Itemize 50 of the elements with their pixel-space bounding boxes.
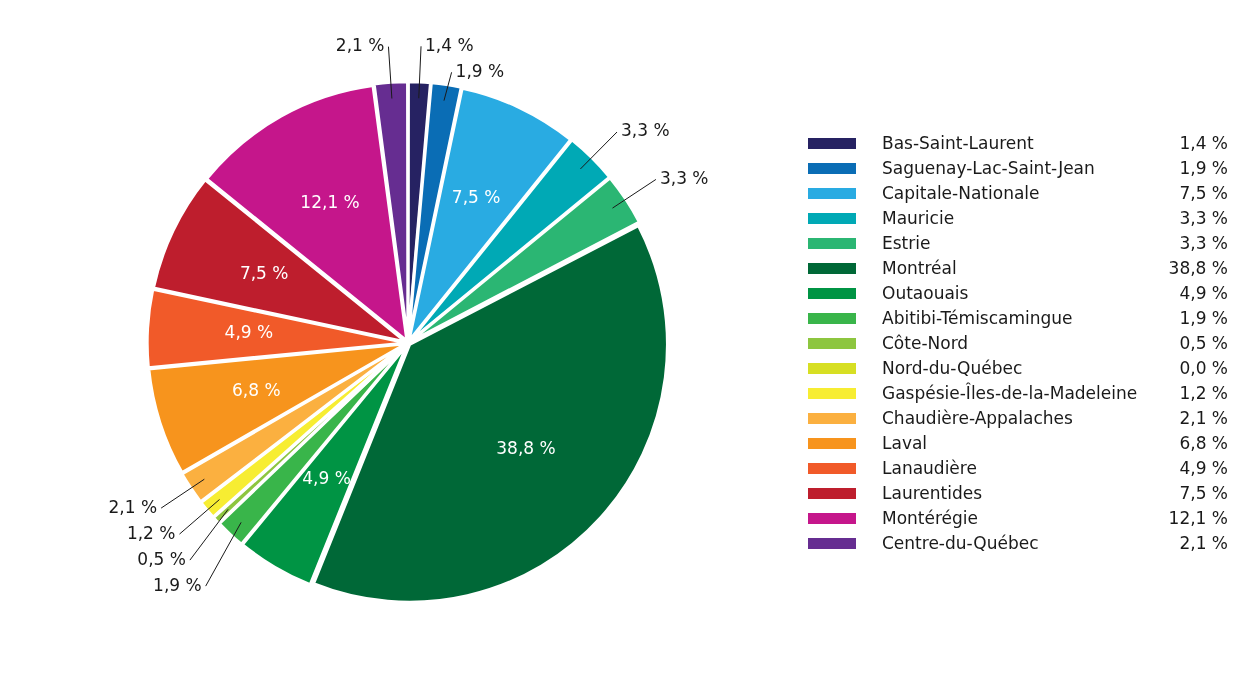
- text: 3,3 %: [1179, 233, 1228, 253]
- data-label: 3,3 %: [659, 167, 709, 188]
- data-label: 1,2 %: [126, 522, 176, 543]
- data-label: 3,3 %: [621, 120, 670, 141]
- data-label: 1,9 %: [455, 60, 505, 81]
- data-label: 7,5 %: [451, 187, 501, 208]
- text: 7,5 %: [1179, 183, 1228, 203]
- data-label: 4,9 %: [224, 322, 274, 343]
- legend-label: Estrie: [881, 233, 932, 253]
- text: 1,9 %: [1179, 158, 1228, 178]
- text: 0,5 %: [1179, 333, 1228, 353]
- text: 4,9 %: [1179, 283, 1228, 303]
- legend-label: Centre-du-Québec: [881, 533, 1040, 553]
- data-label: 12,1 %: [300, 192, 360, 213]
- data-label: 38,8 %: [496, 438, 556, 459]
- text: 4,9 %: [1179, 458, 1228, 478]
- text: 2,1 %: [1179, 533, 1228, 553]
- data-label: 7,5 %: [239, 262, 289, 283]
- data-label: 6,8 %: [231, 380, 281, 401]
- legend-label: Capitale-Nationale: [881, 183, 1041, 203]
- data-label: 2,1 %: [335, 35, 385, 56]
- text: 7,5 %: [1179, 483, 1228, 503]
- text: 1,2 %: [1179, 383, 1228, 403]
- legend-label: Abitibi-Témiscamingue: [881, 308, 1074, 328]
- legend-label: Saguenay-Lac-Saint-Jean: [881, 158, 1096, 178]
- text: 1,9 %: [1179, 308, 1228, 328]
- text: 1,4 %: [1179, 133, 1228, 153]
- data-label: 1,9 %: [153, 574, 202, 595]
- legend-label: Outaouais: [881, 283, 970, 303]
- legend-label: Montréal: [881, 258, 958, 278]
- text: 12,1 %: [1168, 508, 1228, 528]
- text: 0,0 %: [1179, 358, 1228, 378]
- legend-label: Laurentides: [881, 483, 983, 503]
- data-label: 0,5 %: [137, 548, 186, 569]
- legend-label: Gaspésie-Îles-de-la-Madeleine: [881, 383, 1139, 403]
- text: 3,3 %: [1179, 208, 1228, 228]
- legend-label: Côte-Nord: [881, 333, 970, 353]
- legend-label: Montérégie: [881, 508, 979, 528]
- legend-label: Lanaudière: [881, 458, 978, 478]
- legend-label: Mauricie: [881, 208, 956, 228]
- text: 6,8 %: [1179, 433, 1228, 453]
- data-label: 1,4 %: [425, 34, 474, 55]
- legend-label: Nord-du-Québec: [881, 358, 1024, 378]
- legend-label: Bas-Saint-Laurent: [881, 133, 1035, 153]
- data-label: 4,9 %: [302, 468, 351, 489]
- text: 2,1 %: [1179, 408, 1228, 428]
- legend-label: Laval: [881, 433, 929, 453]
- legend-label: Chaudière-Appalaches: [881, 408, 1074, 428]
- data-label: 2,1 %: [108, 496, 158, 517]
- text: 38,8 %: [1168, 258, 1228, 278]
